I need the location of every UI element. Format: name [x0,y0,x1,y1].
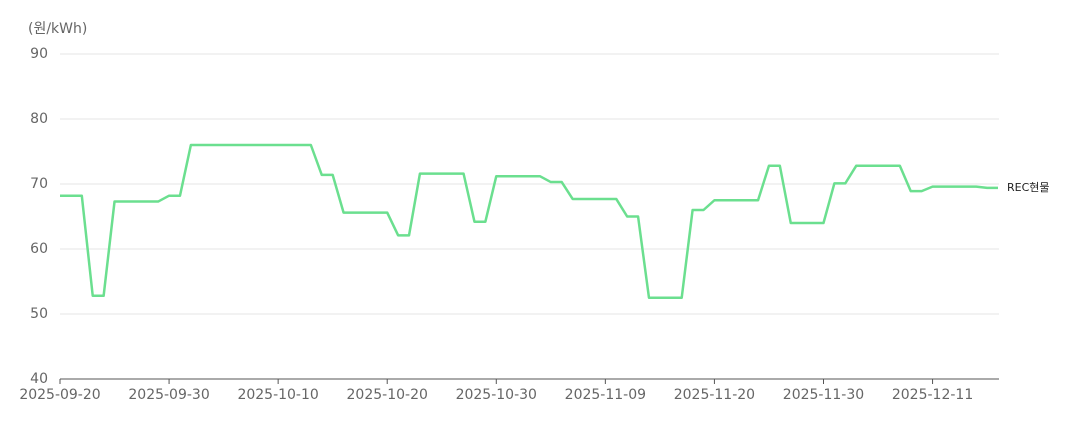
x-tick-label: 2025-09-30 [128,387,209,403]
series-line [60,143,998,299]
x-tick-label: 2025-11-30 [783,387,864,403]
x-tick-label: 2025-10-30 [456,387,537,403]
y-tick-label: 80 [30,111,48,127]
y-tick-label: 40 [30,371,48,387]
x-tick-label: 2025-11-09 [565,387,646,403]
y-tick-label: 50 [30,306,48,322]
y-tick-label: 70 [30,176,48,192]
x-tick-label: 2025-09-20 [19,387,100,403]
y-tick-label: 90 [30,46,48,62]
x-tick-label: 2025-10-10 [237,387,318,403]
x-tick-label: 2025-12-11 [892,387,973,403]
series-label: REC현물 [1007,181,1050,194]
y-tick-label: 60 [30,241,48,257]
x-tick-label: 2025-11-20 [674,387,755,403]
x-tick-label: 2025-10-20 [347,387,428,403]
y-axis-label: (원/kWh) [28,21,87,37]
